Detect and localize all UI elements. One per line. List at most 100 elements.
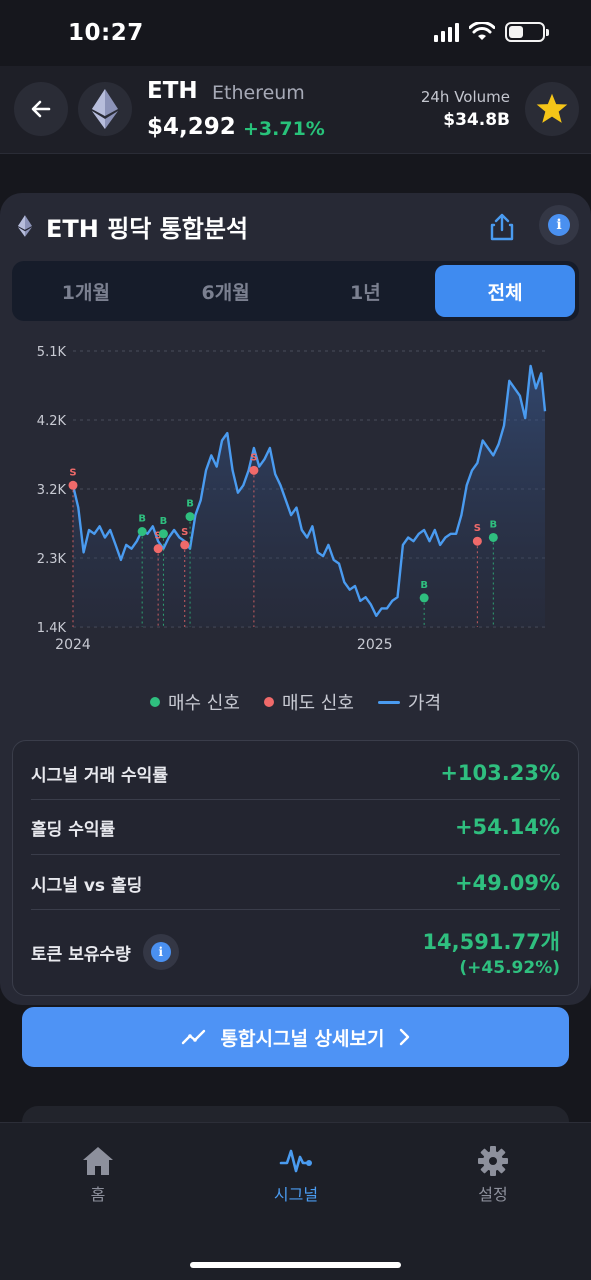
y-tick-label: 1.4K: [37, 621, 67, 636]
info-icon: i: [150, 942, 171, 962]
sell-signal-point: [153, 544, 163, 554]
trend-icon: [181, 1029, 205, 1045]
buy-signal-label: B: [186, 499, 194, 510]
volume-value: $34.8B: [443, 110, 510, 130]
gear-icon: [478, 1146, 508, 1176]
sell-signal-point: [180, 540, 190, 550]
buy-signal-point: [419, 593, 429, 603]
y-tick-label: 2.3K: [37, 552, 67, 567]
stat-label: 시그널 거래 수익률: [31, 765, 168, 786]
line-icon: [377, 700, 400, 704]
token-value: 14,591.77개: [422, 930, 560, 954]
performance-stats: 시그널 거래 수익률 +103.23% 홀딩 수익률 +54.14% 시그널 v…: [12, 740, 579, 996]
y-tick-label: 3.2K: [37, 483, 67, 498]
coin-symbol: ETH: [147, 78, 198, 104]
pulse-icon: [279, 1149, 312, 1173]
info-button[interactable]: i: [539, 205, 579, 245]
price-area: [73, 365, 545, 627]
buy-signal-point: [158, 529, 168, 539]
buy-signal-label: B: [138, 514, 146, 525]
sell-signal-point: [472, 536, 482, 546]
tab-1-year[interactable]: 1년: [350, 281, 381, 304]
legend-price-label: 가격: [407, 693, 442, 714]
nav-home[interactable]: 홈: [48, 1145, 148, 1205]
stat-row-holding-return: 홀딩 수익률 +54.14%: [31, 813, 560, 841]
buy-dot-icon: [149, 697, 160, 707]
tab-1-month[interactable]: 1개월: [61, 281, 110, 304]
divider: [31, 854, 560, 855]
arrow-left-icon: [31, 100, 51, 118]
back-button[interactable]: [14, 82, 68, 136]
sell-signal-label: S: [250, 452, 257, 463]
tab-all[interactable]: 전체: [435, 265, 575, 317]
period-tabs: 1개월 6개월 1년 전체: [12, 261, 579, 321]
chart-legend: 매수 신호 매도 신호 가격: [0, 689, 591, 715]
legend-buy: 매수 신호: [149, 689, 240, 715]
buy-signal-point: [185, 512, 195, 522]
nav-home-label: 홈: [90, 1185, 106, 1204]
coin-price: $4,292: [147, 114, 236, 140]
ethereum-icon: [18, 215, 32, 237]
sell-signal-label: S: [69, 467, 76, 478]
nav-settings[interactable]: 설정: [443, 1145, 543, 1205]
divider: [31, 799, 560, 800]
signal-detail-button[interactable]: 통합시그널 상세보기: [22, 1007, 569, 1067]
stat-value: +54.14%: [454, 815, 560, 839]
home-indicator: [190, 1262, 401, 1268]
stat-row-signal-return: 시그널 거래 수익률 +103.23%: [31, 759, 560, 787]
card-title: ETH 핑닥 통합분석: [46, 215, 249, 243]
legend-sell: 매도 신호: [263, 689, 354, 715]
stat-value: +103.23%: [440, 761, 560, 785]
price-line: [71, 364, 547, 617]
status-icons: [434, 22, 549, 42]
buy-signal-point: [488, 532, 498, 542]
buy-signal-label: B: [420, 580, 428, 591]
bottom-tab-bar: 홈 시그널 설정: [0, 1122, 591, 1280]
wifi-icon: [469, 22, 495, 40]
sell-signal-point: [68, 480, 78, 490]
x-tick-label: 2024: [55, 637, 91, 653]
nav-signal-label: 시그널: [273, 1185, 319, 1204]
tab-6-months[interactable]: 6개월: [201, 281, 250, 304]
sell-signal-point: [249, 465, 259, 475]
ethereum-icon: [92, 89, 118, 129]
legend-buy-label: 매수 신호: [167, 693, 240, 714]
stat-row-signal-vs-holding: 시그널 vs 홀딩 +49.09%: [31, 869, 560, 897]
coin-name: Ethereum: [212, 82, 305, 104]
stat-row-token-holdings: 토큰 보유수량 i 14,591.77개 (+45.92%): [31, 923, 560, 981]
battery-icon: [505, 22, 549, 42]
buy-signal-point: [137, 527, 147, 537]
x-tick-label: 2025: [357, 637, 393, 653]
home-icon: [83, 1147, 113, 1175]
buy-signal-label: B: [490, 519, 498, 530]
star-icon: [536, 93, 568, 123]
sell-signal-label: S: [474, 523, 481, 534]
analysis-card: ETH 핑닥 통합분석 i 1개월 6개월 1년 전체 5.1K 4.2K 3.2K…: [0, 193, 591, 1005]
legend-price: 가격: [377, 689, 442, 715]
volume-label: 24h Volume: [420, 88, 510, 106]
divider: [31, 909, 560, 910]
share-icon[interactable]: [489, 213, 515, 241]
token-change: (+45.92%): [459, 958, 560, 978]
favorite-button[interactable]: [525, 82, 579, 136]
stat-value: +49.09%: [454, 871, 560, 895]
coin-header: ETH Ethereum $4,292 +3.71% 24h Volume $3…: [0, 66, 591, 154]
stat-label: 시그널 vs 홀딩: [31, 875, 143, 896]
y-tick-label: 5.1K: [37, 345, 67, 360]
ethereum-logo: [78, 82, 132, 136]
token-label-wrap: 토큰 보유수량 i: [31, 934, 179, 970]
nav-signal[interactable]: 시그널: [246, 1145, 346, 1205]
signal-icon: [434, 22, 459, 42]
legend-sell-label: 매도 신호: [281, 693, 354, 714]
token-info-button[interactable]: i: [142, 934, 179, 970]
sell-signal-label: S: [181, 527, 188, 538]
sell-dot-icon: [263, 697, 274, 707]
stat-label: 토큰 보유수량: [31, 944, 131, 965]
price-change: +3.71%: [243, 118, 325, 140]
buy-signal-label: B: [160, 516, 168, 527]
info-icon: i: [548, 214, 570, 236]
chevron-right-icon: [400, 1028, 410, 1046]
status-bar: 10:27: [0, 0, 591, 66]
sell-signal-label: S: [155, 531, 162, 542]
